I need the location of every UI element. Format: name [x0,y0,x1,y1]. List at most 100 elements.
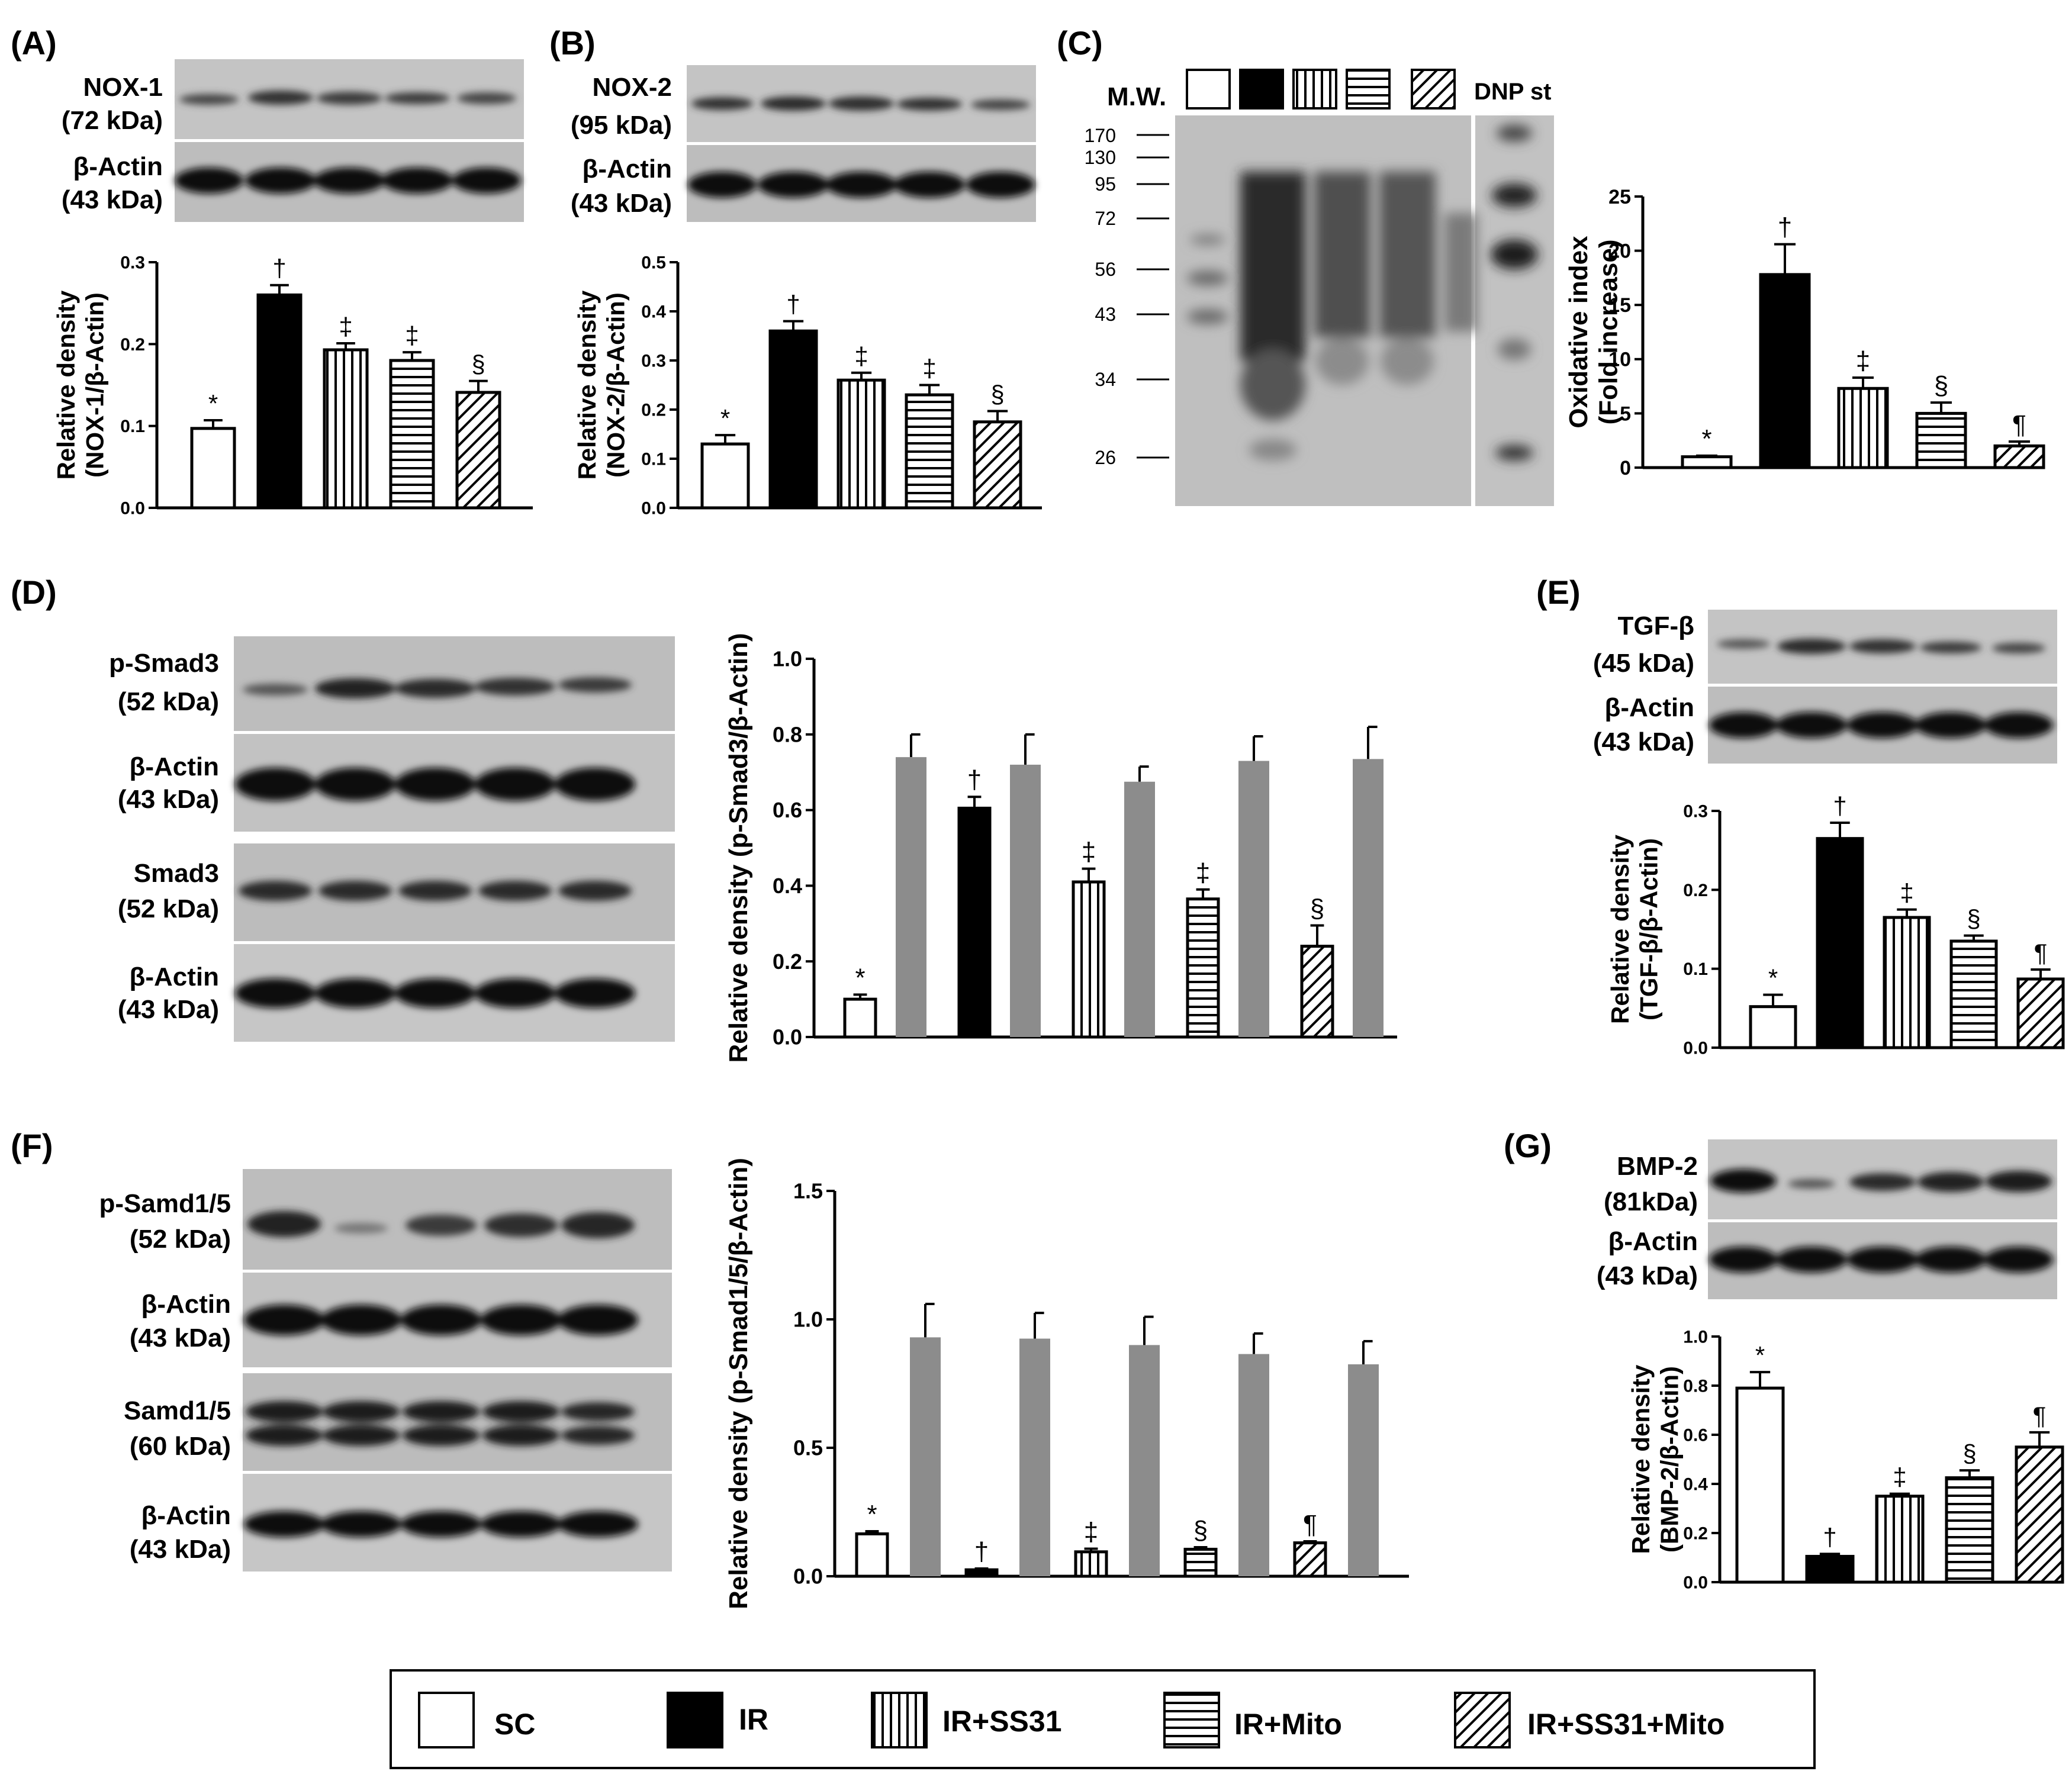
dnp-std-label: DNP st [1474,79,1551,105]
blot-a-kda-2: (43 kDa) [62,185,163,214]
blot-d-label-1: p-Smad3 [109,649,219,678]
blot-e-kda-2: (43 kDa) [1593,727,1694,756]
bar-a-2 [256,293,303,510]
significance-mark-d: ‡ [1082,838,1096,867]
y-tick-label-c: 10 [1608,349,1631,371]
chart-d: 0.0 0.2 0.4 0.6 0.8 1.0 Relative density (p-Sm… [724,633,1397,1063]
significance-mark-b: ‡ [854,342,868,370]
significance-mark-b: * [720,404,730,432]
y-axis-label-e: Relative density(TGF-β/β-Actin) [1606,834,1662,1023]
significance-mark-a: ‡ [339,313,352,340]
significance-mark-g: § [1962,1440,1976,1467]
significance-mark-d: † [967,765,982,794]
legend-swatch-ir-mito [1163,1692,1220,1748]
blot-c-std-lane [1475,115,1554,506]
paired-bar-f-2 [1019,1338,1050,1576]
blot-f-label-2: β-Actin [141,1290,231,1319]
y-axis-label-line: (BMP-2/β-Actin) [1655,1366,1683,1553]
paired-bar-f-5 [1348,1364,1379,1576]
significance-mark-a: * [208,389,218,417]
y-axis-label-line: (NOX-2/β-Actin) [601,292,629,478]
significance-mark-e: † [1833,792,1846,820]
paired-bar-f-1 [910,1337,941,1576]
bar-g-4 [1945,1476,1994,1584]
panel-letter-g: (G) [1504,1127,1552,1164]
y-axis-label-line: Relative density [1606,834,1634,1023]
blot-f-kda-2: (43 kDa) [130,1323,231,1353]
y-tick-label-b: 0.0 [641,499,666,519]
legend-swatch-ir-ss31-mito [1454,1692,1511,1748]
blot-f-label-4: β-Actin [141,1501,231,1530]
y-tick-label-g: 0.4 [1683,1475,1708,1495]
legend-swatch-ir [667,1692,723,1748]
mw-marker-130: 130 [1085,147,1116,168]
bar-e-4 [1949,939,1998,1049]
chart-f: 0.0 0.5 1.0 1.5 Relative density (p-Smad1/5/… [724,1158,1409,1609]
mw-marker-170: 170 [1085,125,1116,146]
bar-d-3 [1072,880,1106,1039]
y-axis-label-d: Relative density (p-Smad3/β-Actin) [724,633,753,1062]
bar-a-3 [323,348,369,510]
y-tick-label-g: 0.6 [1683,1426,1708,1445]
significance-mark-e: ¶ [2034,939,2048,967]
bar-f-4 [1183,1547,1218,1578]
legend-swatch-sc [418,1692,475,1748]
y-tick-label-d: 0.4 [773,874,802,898]
bar-g-2 [1805,1554,1855,1584]
bar-f-3 [1074,1550,1108,1578]
y-tick-label-f: 0.0 [793,1564,823,1589]
blot-d-label-3: Smad3 [134,859,219,888]
key-box-sc [1186,69,1231,110]
key-box-ir-ss31-mito [1411,69,1456,110]
y-tick-label-e: 0.3 [1683,802,1708,822]
paired-bar-d-3 [1124,781,1155,1037]
y-axis-label-line: Relative density [1627,1364,1655,1554]
legend: SC IR IR+SS31 IR+Mito IR+SS31+Mito [390,1669,1816,1769]
y-tick-label-a: 0.2 [120,335,145,355]
significance-mark-d: ‡ [1196,858,1210,887]
y-tick-label-e: 0.2 [1683,881,1708,900]
significance-mark-c: * [1701,424,1711,453]
mw-marker-26: 26 [1095,447,1116,468]
y-axis-label-line: Relative density (p-Smad1/5/β-Actin) [724,1158,753,1609]
bar-c-5 [1993,444,2045,469]
significance-mark-c: ¶ [2012,410,2026,439]
significance-mark-a: ‡ [405,321,419,349]
y-axis-label-a: Relative density(NOX-1/β-Actin) [52,290,108,479]
panel-letter-b: (B) [549,24,596,62]
paired-bar-f-3 [1129,1345,1160,1576]
blot-a: NOX-1 (72 kDa) β-Actin (43 kDa) [62,59,524,222]
blot-g-kda-1: (81kDa) [1604,1187,1698,1216]
bar-d-4 [1186,897,1220,1039]
significance-mark-b: † [786,291,800,318]
bar-d-5 [1300,945,1334,1039]
bar-b-3 [836,378,886,510]
legend-frame [390,1669,1816,1769]
blot-f-kda-3: (60 kDa) [130,1432,231,1461]
bar-d-1 [843,997,877,1039]
y-tick-label-d: 0.2 [773,949,802,974]
significance-mark-c: † [1778,213,1792,242]
y-tick-label-f: 0.5 [793,1436,823,1460]
blot-b-label-2: β-Actin [582,154,672,183]
mw-marker-95: 95 [1095,173,1116,195]
mw-marker-34: 34 [1095,369,1116,390]
paired-bar-d-1 [896,757,926,1037]
y-axis-label-line: Relative density [52,290,80,479]
blot-d: p-Smad3 (52 kDa) β-Actin (43 kDa) Smad3 … [109,636,675,1042]
blot-g: BMP-2 (81kDa) β-Actin (43 kDa) [1597,1139,2057,1299]
legend-label-ir: IR [739,1703,768,1736]
y-tick-label-g: 0.8 [1683,1377,1708,1396]
panel-letter-c: (C) [1057,24,1103,62]
blot-d-kda-3: (52 kDa) [118,894,219,923]
y-tick-label-f: 1.0 [793,1308,823,1332]
legend-swatch-ir-ss31 [871,1692,928,1748]
blot-d-kda-1: (52 kDa) [118,687,219,716]
chart-a: 0.0 0.1 0.2 0.3 Relative density(NOX-1/β-Act… [52,253,533,519]
significance-mark-c: § [1934,371,1948,400]
blot-f-kda-1: (52 kDa) [130,1225,231,1254]
chart-b: 0.0 0.1 0.2 0.3 0.4 0.5 Relative density(NOX-2… [573,253,1042,519]
bar-a-1 [190,427,236,510]
bar-b-1 [700,442,750,510]
y-axis-label-b: Relative density(NOX-2/β-Actin) [573,290,629,479]
